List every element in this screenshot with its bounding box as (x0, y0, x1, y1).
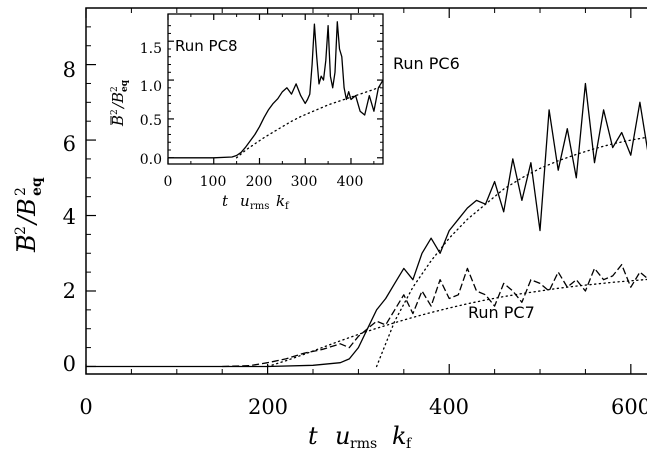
inset-plot-frame (167, 13, 384, 165)
inset-x-tick-label: 300 (291, 174, 318, 190)
main-ticks (85, 8, 632, 374)
main-series-dashed-1 (222, 263, 647, 368)
main-x-tick-label: 400 (429, 395, 469, 419)
svg-text:2: 2 (110, 109, 120, 115)
svg-text:t: t (308, 422, 318, 450)
inset-x-axis-label: t u rms k f (222, 192, 290, 212)
inset-x-tick-label: 0 (164, 174, 173, 190)
main-x-tick-label: 0 (79, 395, 92, 419)
main-y-tick-label: 4 (63, 205, 76, 229)
svg-text:rms: rms (350, 436, 377, 450)
inset-y-tick-label: 0.0 (140, 152, 162, 168)
inset-x-tick-label: 400 (337, 174, 364, 190)
svg-text:2: 2 (13, 187, 29, 196)
annotation-run-pc8: Run PC8 (175, 37, 238, 55)
inset-x-tick-label: 200 (246, 174, 273, 190)
main-y-tick-label: 0 (63, 352, 76, 376)
main-series-dotted-2 (375, 136, 647, 368)
main-x-tick-label: 600 (611, 395, 647, 419)
svg-text:eq: eq (120, 79, 130, 92)
annotation-run-pc7: Run PC7 (468, 303, 535, 322)
inset-ticks (167, 14, 383, 164)
inset-y-tick-label: 0.5 (140, 113, 162, 129)
main-series-dotted-3 (266, 278, 647, 368)
inset-y-tick-label: 1.5 (140, 41, 162, 57)
svg-text:eq: eq (29, 177, 45, 196)
svg-text:u: u (335, 422, 350, 450)
annotation-run-pc6: Run PC6 (393, 54, 460, 73)
svg-text:f: f (285, 201, 290, 212)
main-y-axis-label: B 2 /B 2 eq (13, 177, 45, 253)
inset-series-dotted-1 (235, 84, 383, 159)
inset-series-solid-0 (168, 21, 383, 159)
inset-series (168, 21, 383, 159)
svg-text:2: 2 (110, 86, 120, 92)
svg-text:k: k (392, 422, 407, 450)
svg-text:k: k (276, 192, 285, 210)
inset-y-axis-label: B 2 /B 2 eq (109, 79, 130, 127)
svg-text:/B: /B (109, 92, 127, 110)
inset-background (168, 14, 383, 164)
svg-text:u: u (240, 192, 250, 210)
svg-text:2: 2 (13, 226, 29, 235)
inset-y-tick-label: 1.0 (140, 79, 162, 95)
main-y-tick-label: 6 (63, 132, 76, 156)
main-x-tick-label: 200 (248, 395, 288, 419)
main-series-solid-0 (86, 82, 647, 368)
main-y-tick-label: 8 (63, 58, 76, 82)
svg-text:rms: rms (250, 201, 269, 212)
main-series (86, 82, 647, 368)
svg-text:/B: /B (13, 198, 41, 226)
main-x-axis-label: t u rms k f (308, 422, 413, 452)
inset-x-tick-label: 100 (200, 174, 227, 190)
main-y-tick-label: 2 (63, 279, 76, 303)
svg-text:B: B (13, 234, 41, 253)
svg-text:t: t (222, 192, 229, 210)
main-plot-frame (85, 7, 647, 375)
svg-text:B: B (109, 115, 127, 127)
svg-text:f: f (406, 436, 413, 450)
